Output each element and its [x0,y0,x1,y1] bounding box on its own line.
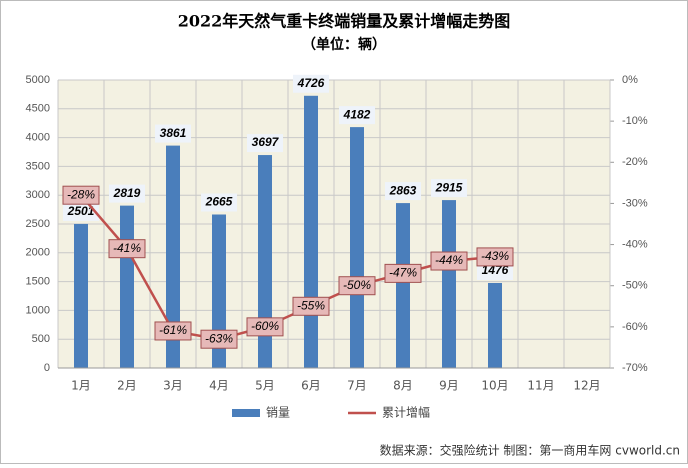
source-note: 数据来源：交强险统计 制图：第一商用车网 cvworld.cn [380,443,680,458]
bar [258,155,272,368]
bar-value-label: 2501 [67,204,95,218]
y-tick-label: 500 [32,333,50,345]
x-tick-label: 9月 [439,379,459,393]
y-tick-label: 1000 [26,304,50,316]
bar [74,223,88,368]
line-value-label: -63% [205,331,233,345]
data-label-box [108,239,146,259]
x-tick-label: 2月 [117,379,137,393]
data-label-box [338,276,376,296]
x-tick-label: 1月 [71,379,91,393]
bar [166,145,180,368]
line-value-label: -43% [481,249,509,263]
y2-tick-label: 0% [622,74,638,86]
bar [488,282,502,368]
y2-tick-label: -20% [622,156,648,168]
bar [304,95,318,368]
y-tick-label: 4000 [26,132,50,144]
data-label-box [201,193,237,212]
y2-tick-label: -40% [622,238,648,250]
line-value-label: -55% [297,298,325,312]
data-label-box [292,296,330,316]
data-label-box [385,182,421,201]
x-tick-label: 3月 [163,379,183,393]
x-tick-label: 4月 [209,379,229,393]
bar [212,214,226,368]
x-tick-label: 5月 [255,379,275,393]
x-tick-label: 6月 [301,379,321,393]
line-value-label: -60% [251,319,279,333]
bar-value-label: 3697 [252,135,280,149]
y-tick-label: 3500 [26,160,50,172]
line-value-label: -50% [343,278,371,292]
line-value-label: -47% [389,266,417,280]
bar-value-label: 2665 [205,195,233,209]
bar [396,203,410,368]
chart-subtitle: （单位：辆） [302,36,386,53]
bar-value-label: 2915 [435,180,463,194]
line [80,194,496,341]
y-tick-label: 4500 [26,103,50,115]
data-label-box [430,251,468,271]
y-tick-label: 0 [44,362,50,374]
data-label-box [246,317,284,337]
y2-tick-label: -50% [622,280,648,292]
line-value-label: -41% [113,241,141,255]
y-tick-label: 3000 [26,189,50,201]
line-value-label: -44% [435,253,463,267]
bar-value-label: 2863 [389,183,417,197]
data-label-box [384,263,422,283]
y-tick-label: 5000 [26,74,50,86]
bar [442,200,456,368]
y2-tick-label: -30% [622,197,648,209]
line-value-label: -28% [67,187,95,201]
data-label-box [154,321,192,341]
data-label-box [62,185,100,205]
data-label-box [476,247,514,267]
y-tick-label: 2500 [26,218,50,230]
legend-label: 累计增幅 [382,405,430,420]
legend-swatch [232,409,260,417]
x-tick-label: 8月 [393,379,413,393]
x-tick-label: 7月 [347,379,367,393]
data-label-box [293,74,329,93]
bar [120,205,134,368]
bar-value-label: 1476 [482,263,509,277]
bar-value-label: 3861 [160,126,187,140]
y2-tick-label: -10% [622,115,648,127]
data-label-box [200,329,238,349]
x-tick-label: 12月 [573,379,600,393]
y-tick-label: 1500 [26,276,50,288]
bar-value-label: 4726 [297,76,325,90]
chart-title: 2022年天然气重卡终端销量及累计增幅走势图 [178,12,511,31]
data-label-box [477,261,513,280]
data-label-box [339,106,375,125]
y2-tick-label: -70% [622,362,648,374]
legend-label: 销量 [266,406,290,420]
data-label-box [109,184,145,203]
line-value-label: -61% [159,323,187,337]
x-tick-label: 10月 [481,379,508,393]
bar-value-label: 4182 [343,107,371,121]
data-label-box [431,179,467,198]
y-tick-label: 2000 [26,247,50,259]
y2-tick-label: -60% [622,321,648,333]
bar [350,127,364,369]
data-label-box [247,134,283,153]
data-label-box [155,124,191,143]
bar-value-label: 2819 [113,186,141,200]
x-tick-label: 11月 [527,379,554,393]
